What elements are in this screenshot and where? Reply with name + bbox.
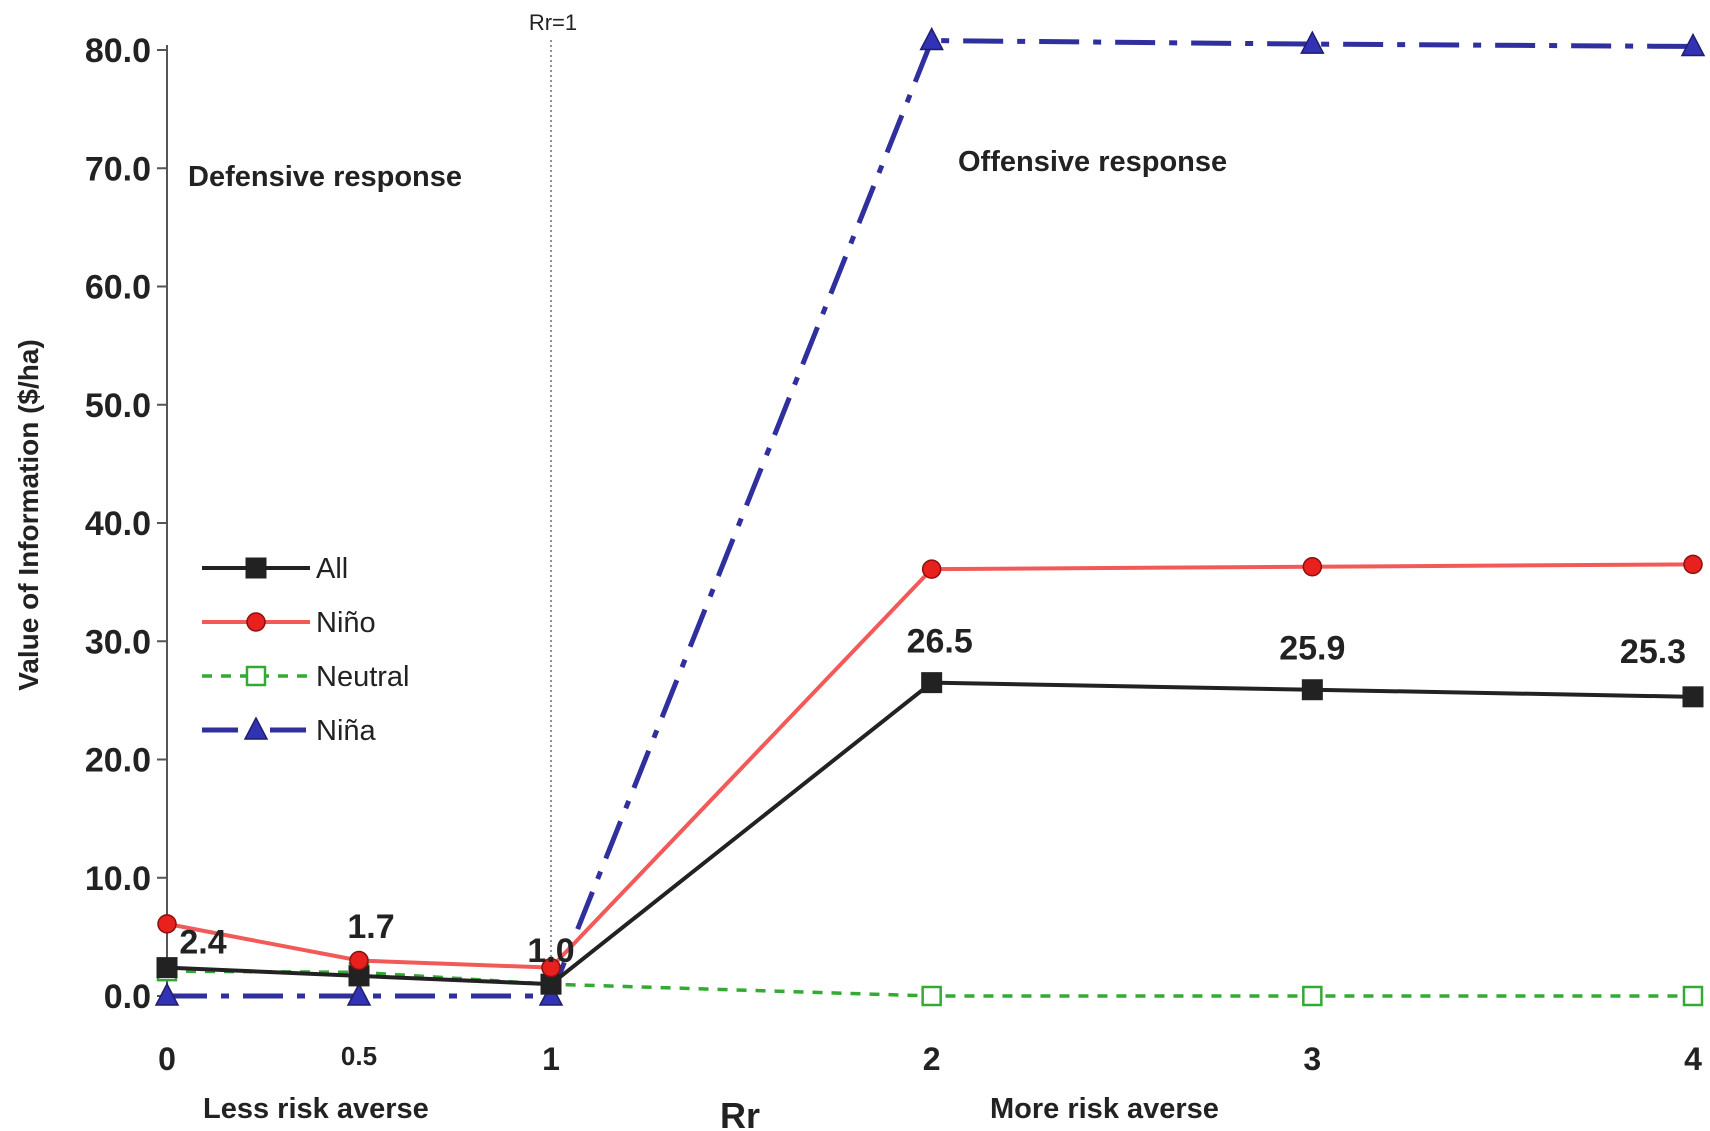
data-labels-group: 2.4 1.7 1.0 26.5 25.9 25.3 (179, 623, 1686, 971)
data-point (1680, 32, 1706, 57)
data-point (1682, 985, 1704, 1007)
data-point (349, 950, 369, 971)
data-point (1682, 686, 1704, 708)
series-line (166, 562, 1694, 970)
data-point (921, 559, 942, 579)
x-tick-label: 4 (1684, 1041, 1702, 1077)
data-point (156, 957, 178, 979)
legend-entry: Niño (202, 607, 376, 639)
data-label: 1.7 (347, 908, 394, 946)
less-risk-averse-label: Less risk averse (203, 1093, 429, 1125)
legend-label: Neutral (316, 661, 410, 693)
y-tick-label: 40.0 (85, 505, 151, 543)
x-tick-label: 3 (1303, 1041, 1321, 1077)
data-point (154, 982, 180, 1006)
data-point (1302, 985, 1323, 1007)
x-tick-label: 0 (158, 1041, 176, 1077)
y-tick-label: 50.0 (85, 387, 151, 425)
data-point (919, 26, 944, 51)
data-label: 1.0 (527, 932, 574, 970)
data-point (1301, 679, 1323, 701)
y-tick-label: 80.0 (85, 32, 151, 70)
data-label: 2.4 (179, 924, 226, 962)
data-point (1300, 30, 1325, 54)
legend-marker (246, 612, 266, 632)
y-tick-label: 70.0 (85, 150, 151, 188)
x-tick-label: 1 (542, 1041, 560, 1077)
series-1 (157, 554, 1703, 978)
data-point (921, 985, 942, 1007)
series-3 (154, 26, 1706, 1006)
series-line (166, 680, 1694, 987)
data-point (1683, 554, 1703, 575)
legend-label: Niña (316, 715, 377, 747)
legend-marker (245, 557, 267, 579)
series-line (166, 969, 1693, 998)
y-tick-label: 10.0 (85, 860, 151, 898)
series-2 (156, 960, 1704, 1007)
x-axis-label: Rr (720, 1095, 760, 1131)
data-label: 25.3 (1620, 633, 1686, 671)
data-point (541, 957, 561, 978)
axes: 0.0 10.0 20.0 30.0 40.0 50.0 60.0 70.0 80.0 0 0.5 1… (85, 32, 1702, 1077)
y-tick-label: 30.0 (85, 623, 151, 661)
legend-entry: Neutral (202, 661, 410, 693)
x-tick-label: 2 (923, 1041, 941, 1077)
x-tick-label: 0.5 (341, 1041, 377, 1071)
more-risk-averse-label: More risk averse (990, 1093, 1219, 1125)
legend: All Niño Neutral Niña (202, 553, 410, 747)
offensive-response-label: Offensive response (958, 146, 1227, 178)
data-point (157, 914, 177, 934)
series-0 (156, 672, 1704, 995)
y-tick-label: 0.0 (104, 978, 151, 1016)
legend-entry: All (202, 553, 348, 585)
data-label: 26.5 (907, 623, 973, 661)
data-point (1302, 557, 1323, 577)
legend-marker (245, 665, 267, 687)
data-label: 25.9 (1279, 630, 1345, 668)
reference-line-label: Rr=1 (529, 10, 577, 35)
legend-entry: Niña (202, 715, 377, 747)
legend-marker (243, 716, 269, 740)
y-tick-label: 60.0 (85, 269, 151, 307)
legend-label: Niño (316, 607, 376, 639)
legend-label: All (316, 553, 348, 585)
data-point (346, 982, 372, 1006)
defensive-response-label: Defensive response (188, 161, 462, 193)
annotation-group: Rr Value of Information ($/ha) Defensive… (13, 10, 1227, 1131)
y-axis-label: Value of Information ($/ha) (13, 339, 44, 691)
y-tick-label: 20.0 (85, 742, 151, 780)
series-group (154, 26, 1706, 1007)
series-line (167, 38, 1694, 999)
data-point (921, 672, 943, 694)
